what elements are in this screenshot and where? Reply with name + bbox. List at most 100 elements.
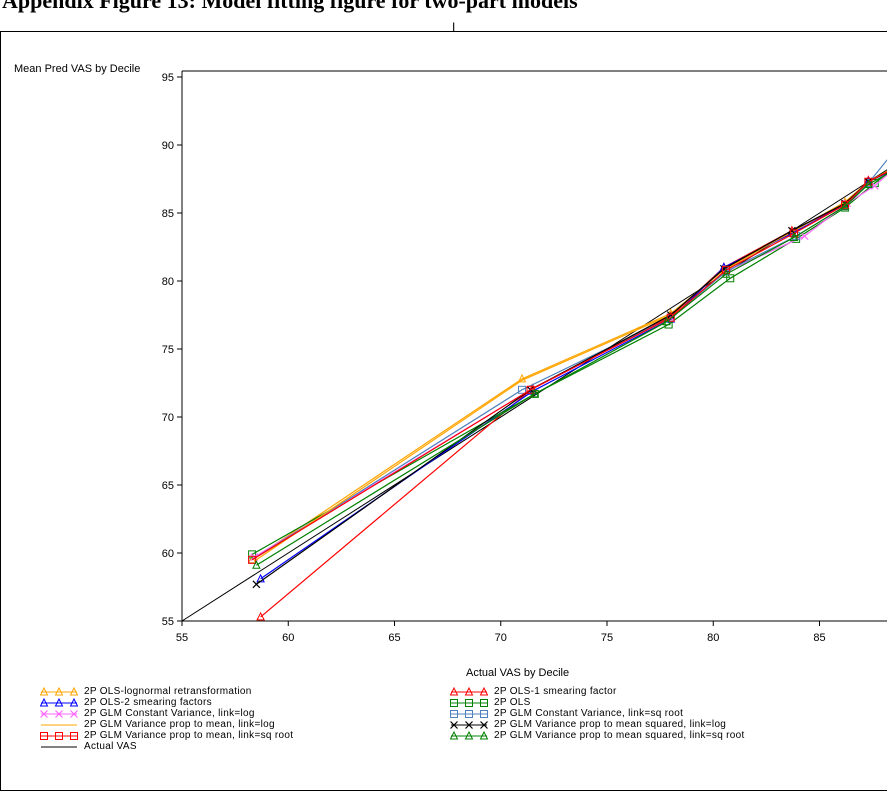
legend-swatch (40, 732, 78, 740)
legend-label: 2P OLS-2 smearing factors (84, 697, 212, 708)
reference-line-actual-vas (181, 169, 887, 622)
legend-swatch-marker (464, 730, 474, 740)
data-point (726, 274, 735, 283)
series-line (260, 172, 887, 618)
series-6 (253, 170, 887, 562)
legend-item: 2P GLM Variance prop to mean, link=log (40, 719, 275, 730)
data-point (248, 550, 257, 559)
legend-item: 2P GLM Variance prop to mean squared, li… (450, 730, 745, 741)
legend-item: 2P OLS-2 smearing factors (40, 697, 212, 708)
legend-label: 2P GLM Variance prop to mean squared, li… (494, 730, 745, 741)
series-line (260, 172, 887, 580)
y-tick-label: 75 (162, 344, 174, 356)
x-tick-label: 70 (495, 632, 507, 644)
legend-item: 2P GLM Variance prop to mean, link=sq ro… (40, 730, 293, 741)
legend-swatch (40, 686, 78, 696)
legend-swatch-marker (465, 710, 473, 718)
legend-swatch-marker (450, 699, 458, 707)
x-tick-label: 65 (388, 632, 400, 644)
x-tick-label: 55 (176, 632, 188, 644)
legend-item: 2P OLS (450, 697, 531, 708)
legend-label: 2P GLM Variance prop to mean, link=sq ro… (84, 730, 294, 741)
legend-swatch-marker (55, 732, 63, 740)
figure-title: Appendix Figure 13: Model fitting figure… (2, 0, 578, 13)
legend-swatch-marker (69, 697, 78, 707)
y-tick-label: 85 (162, 208, 174, 220)
data-point (789, 232, 799, 241)
series-8 (248, 171, 887, 564)
legend-swatch (40, 697, 78, 707)
legend-item: 2P GLM Constant Variance, link=log (40, 708, 255, 719)
legend-swatch-marker (70, 732, 78, 740)
series-line (256, 171, 887, 585)
reference-line (181, 169, 887, 622)
legend-label: 2P OLS (494, 697, 531, 708)
legend-item: 2P OLS-1 smearing factor (450, 686, 617, 697)
y-tick-label: 70 (162, 412, 174, 424)
series-line (251, 159, 887, 561)
legend-swatch (450, 699, 488, 707)
x-tick-label: 60 (282, 632, 294, 644)
data-point (517, 373, 527, 383)
legend-swatch (41, 746, 77, 748)
data-point (864, 179, 873, 188)
legend-swatch-marker (40, 710, 48, 718)
data-point (800, 232, 809, 241)
legend-item: 2P OLS-lognormal retransformation (40, 686, 252, 697)
legend-label: 2P OLS-lognormal retransformation (84, 686, 252, 697)
legend-swatch (450, 721, 488, 729)
x-tick-label: 80 (707, 632, 719, 644)
legend-swatch (450, 730, 488, 740)
legend-label: 2P GLM Constant Variance, link=sq root (494, 708, 684, 719)
y-tick-label: 65 (162, 480, 174, 492)
legend-swatch-marker (54, 697, 64, 707)
series-9 (252, 173, 887, 569)
legend-label: 2P GLM Constant Variance, link=log (84, 708, 255, 719)
legend-swatch-marker (465, 721, 473, 729)
legend-item: Actual VAS (40, 741, 137, 752)
data-point (870, 181, 879, 190)
legend-swatch-marker (479, 686, 488, 696)
legend-swatch-marker (40, 697, 49, 707)
data-point (721, 269, 731, 278)
series-line (251, 171, 887, 561)
x-axis-label: Actual VAS by Decile (466, 667, 569, 679)
data-point (530, 388, 540, 398)
series-line (251, 170, 887, 561)
y-tick-label: 60 (162, 548, 174, 560)
series-1 (256, 172, 887, 621)
data-point (252, 580, 261, 589)
legend-swatch-marker (480, 710, 488, 718)
legend-swatch-marker (54, 686, 64, 696)
legend-swatch (41, 724, 77, 726)
data-point (526, 385, 535, 394)
data-point (518, 385, 526, 394)
legend-swatch-marker (55, 710, 63, 718)
legend: 2P OLS-lognormal retransformation 2P OLS-… (40, 686, 887, 768)
series-line (253, 170, 887, 562)
data-point (840, 201, 850, 210)
series-7 (252, 171, 887, 589)
series-0 (247, 170, 887, 564)
series-5 (248, 159, 887, 564)
legend-swatch-marker (464, 686, 474, 696)
y-tick-label: 55 (162, 616, 174, 628)
y-axis-label: Mean Pred VAS by Decile (14, 63, 140, 75)
series-3 (248, 172, 887, 559)
series-line (253, 174, 887, 558)
legend-label: 2P GLM Variance prop to mean squared, li… (494, 719, 727, 730)
series-line (251, 172, 887, 555)
legend-swatch (40, 710, 78, 718)
legend-swatch-marker (40, 686, 49, 696)
data-point (252, 560, 261, 569)
x-tick-label: 85 (813, 632, 825, 644)
y-tick-label: 80 (162, 276, 174, 288)
series-layer (247, 159, 887, 621)
data-point (666, 313, 675, 322)
data-point (666, 311, 675, 319)
x-tick-label: 75 (601, 632, 613, 644)
legend-label: 2P OLS-1 smearing factor (494, 686, 617, 697)
legend-item: 2P GLM Constant Variance, link=sq root (450, 708, 683, 719)
legend-item: 2P GLM Variance prop to mean squared, li… (450, 719, 726, 730)
y-tick-label: 90 (162, 140, 174, 152)
